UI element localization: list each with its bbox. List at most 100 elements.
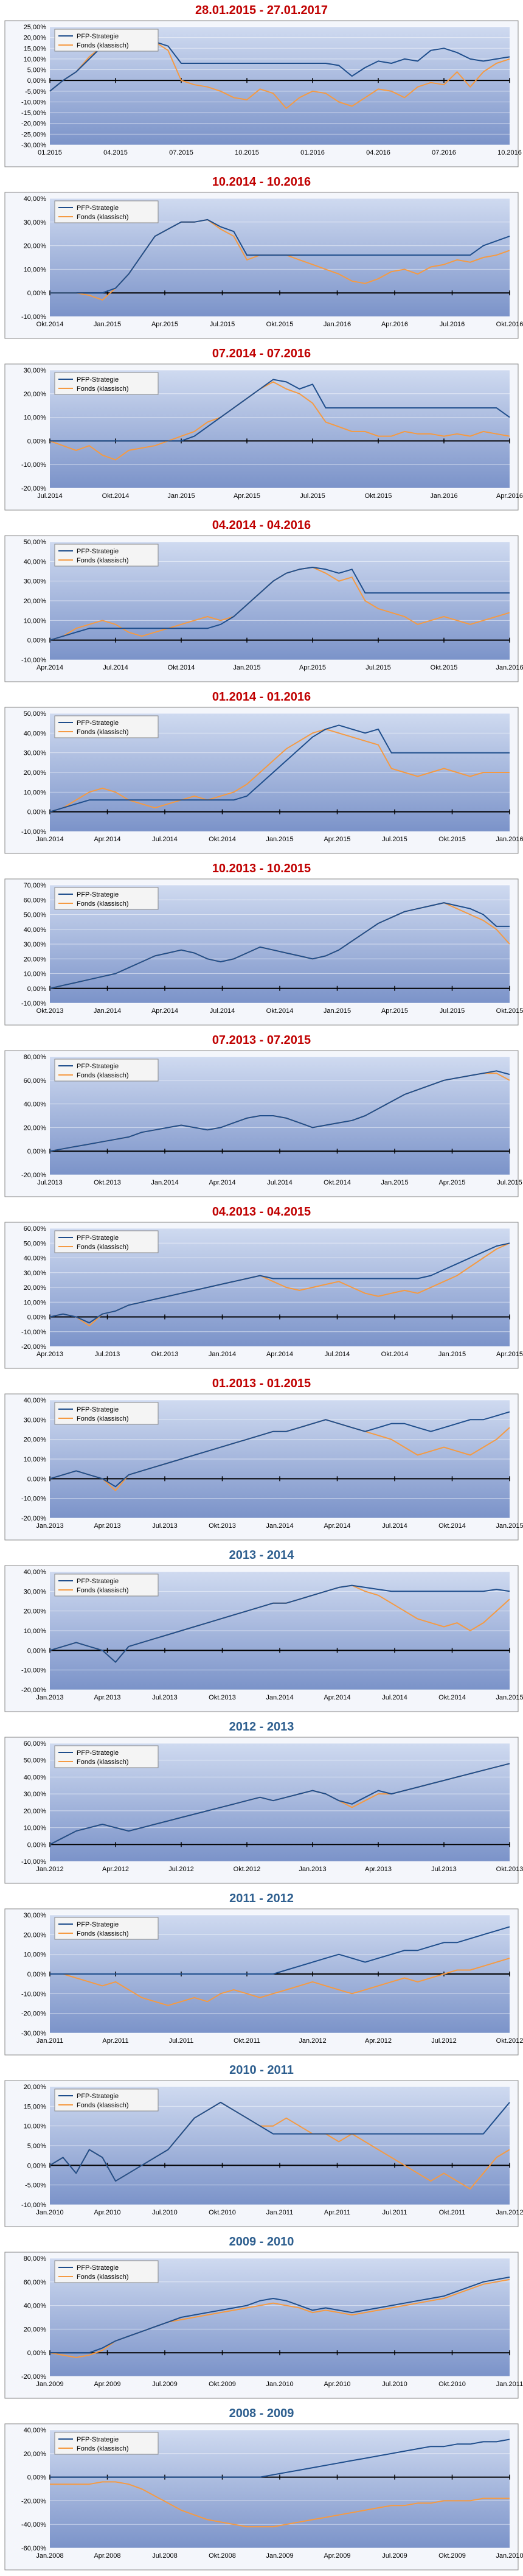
y-tick-label: -20,00% [21, 485, 46, 492]
x-tick-label: Jul.2009 [152, 2381, 178, 2388]
y-tick-label: -20,00% [21, 1343, 46, 1351]
chart-svg: -20,00% 0,00% 20,00% 40,00% 60,00% 80,00% Jul.… [4, 1050, 522, 1197]
chart-title: 07.2013 - 07.2015 [212, 1034, 311, 1047]
y-tick-label: 0,00% [27, 1971, 46, 1978]
x-tick-label: Okt.2014 [209, 836, 236, 843]
fund-line [50, 2481, 510, 2528]
y-tick-label: -60,00% [21, 2545, 46, 2552]
x-tick-label: Jul.2014 [103, 664, 128, 671]
x-tick-label: Apr.2016 [381, 321, 408, 328]
x-tick-label: Jul.2014 [267, 1179, 293, 1186]
legend-fund-label: Fonds (klassisch) [77, 729, 129, 736]
x-tick-label: Apr.2015 [234, 492, 260, 500]
chart-panel: 2010 - 2011 -10,00% -5,00% 0,00% 5,00% 10,00%… [0, 2060, 523, 2231]
legend-fund-label: Fonds (klassisch) [77, 42, 129, 49]
y-tick-label: 0,00% [27, 77, 46, 85]
strategy-line [50, 379, 510, 442]
legend-box [54, 544, 159, 567]
y-tick-label: 30,00% [24, 941, 47, 948]
y-tick-label: 10,00% [24, 2123, 47, 2130]
y-tick-label: 20,00% [24, 35, 47, 42]
legend-box [54, 29, 159, 52]
legend-box [54, 1745, 159, 1768]
chart-title: 2008 - 2009 [229, 2407, 294, 2420]
y-tick-label: 40,00% [24, 2303, 47, 2310]
y-tick-label: 0,00% [27, 809, 46, 816]
x-tick-label: 10.2015 [235, 149, 259, 156]
chart-panel: 10.2014 - 10.2016 -10,00% 0,00% 10,00% 20,00… [0, 172, 523, 343]
y-tick-label: -10,00% [21, 657, 46, 664]
y-tick-label: 20,00% [24, 391, 47, 398]
strategy-line [49, 1763, 510, 1846]
x-tick-label: Apr.2015 [299, 664, 326, 671]
x-tick-label: Jul.2013 [152, 1694, 178, 1701]
x-tick-label: Okt.2015 [365, 492, 392, 500]
x-tick-label: Apr.2014 [324, 1694, 350, 1701]
x-tick-label: Okt.2014 [438, 1522, 466, 1530]
chart-svg: -20,00% -10,00% 0,00% 10,00% 20,00% 30,00% Jul… [4, 363, 523, 511]
y-tick-label: 20,00% [24, 956, 47, 963]
legend-fund-label: Fonds (klassisch) [77, 1759, 129, 1766]
y-tick-label: 70,00% [24, 882, 47, 889]
y-tick-label: 10,00% [24, 56, 47, 63]
y-tick-label: 30,00% [24, 1791, 47, 1798]
chart-title: 07.2014 - 07.2016 [212, 347, 311, 360]
chart-panel: 10.2013 - 10.2015 -10,00% 0,00% 10,00% 20,00… [0, 858, 523, 1030]
y-tick-label: 5,00% [27, 67, 46, 74]
y-tick-label: 20,00% [24, 2326, 47, 2333]
legend-strategy-label: PFP-Strategie [77, 205, 119, 212]
x-tick-label: 07.2016 [432, 149, 456, 156]
legend-box [54, 2432, 159, 2455]
x-tick-label: Jan.2015 [496, 1522, 523, 1530]
x-tick-label: Jul.2016 [440, 321, 465, 328]
legend-fund-label: Fonds (klassisch) [77, 1587, 129, 1594]
strategy-line [49, 1242, 510, 1324]
legend-box [54, 200, 159, 223]
chart-title: 28.01.2015 - 27.01.2017 [195, 4, 328, 17]
x-tick-label: Jul.2014 [382, 1522, 407, 1530]
legend-strategy-label: PFP-Strategie [77, 1234, 119, 1242]
x-tick-label: Okt.2013 [209, 1694, 236, 1701]
x-tick-label: Okt.2014 [36, 321, 64, 328]
y-tick-label: -10,00% [21, 99, 46, 106]
strategy-line [49, 724, 510, 813]
legend-fund-label: Fonds (klassisch) [77, 900, 129, 908]
y-tick-label: 10,00% [24, 415, 47, 422]
strategy-line [50, 2277, 510, 2354]
x-tick-label: Jan.2013 [299, 1866, 326, 1873]
y-tick-label: -10,00% [21, 1329, 46, 1336]
x-tick-label: Apr.2009 [94, 2381, 120, 2388]
y-tick-label: 60,00% [24, 1740, 47, 1748]
x-tick-label: Apr.2010 [94, 2209, 120, 2216]
y-tick-label: 40,00% [24, 1774, 47, 1781]
x-tick-label: Apr.2013 [365, 1866, 392, 1873]
chart-svg: -10,00% 0,00% 10,00% 20,00% 30,00% 40,00% 50,0… [4, 707, 523, 854]
legend-box [54, 1059, 159, 1082]
x-tick-label: Okt.2011 [439, 2209, 466, 2216]
legend-box [54, 2088, 159, 2112]
x-tick-label: Jan.2012 [36, 1866, 63, 1873]
chart-panel: 2013 - 2014 -20,00% -10,00% 0,00% 10,00% 20,0… [0, 1545, 523, 1717]
y-tick-label: 40,00% [24, 1101, 47, 1108]
y-tick-label: 0,00% [27, 1148, 46, 1155]
x-tick-label: Apr.2010 [324, 2381, 350, 2388]
x-tick-label: Jan.2014 [209, 1351, 236, 1358]
x-tick-label: Apr.2014 [209, 1179, 235, 1186]
x-tick-label: Jul.2011 [169, 2037, 194, 2045]
y-tick-label: 40,00% [24, 195, 47, 203]
x-tick-label: Apr.2015 [438, 1179, 465, 1186]
y-tick-label: 10,00% [24, 1628, 47, 1635]
x-tick-label: Okt.2015 [438, 836, 466, 843]
y-tick-label: 40,00% [24, 2427, 47, 2434]
x-tick-label: Jul.2015 [440, 1007, 465, 1015]
x-tick-label: Jan.2010 [266, 2381, 293, 2388]
chart-svg: -10,00% 0,00% 10,00% 20,00% 30,00% 40,00% 50,0… [4, 535, 523, 682]
y-tick-label: 10,00% [24, 971, 47, 978]
x-tick-label: Apr.2014 [94, 836, 120, 843]
y-tick-label: -20,00% [21, 1687, 46, 1694]
x-tick-label: Okt.2016 [496, 321, 523, 328]
y-tick-label: -10,00% [21, 313, 46, 321]
x-tick-label: Jul.2014 [37, 492, 63, 500]
y-tick-label: 0,00% [27, 1841, 46, 1849]
x-tick-label: Apr.2015 [496, 1351, 523, 1358]
